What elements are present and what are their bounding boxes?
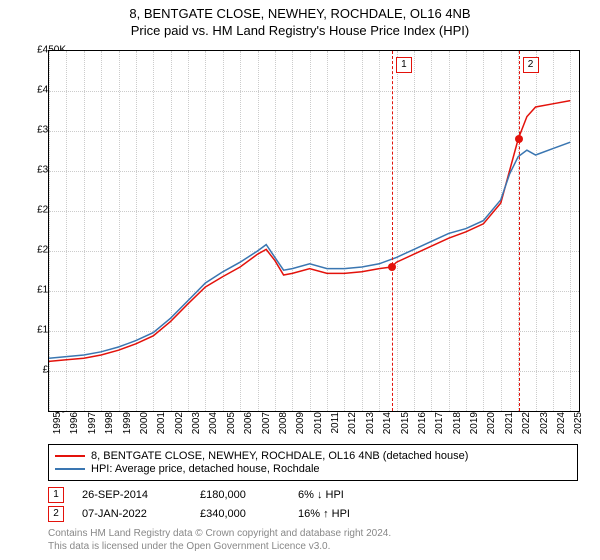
x-tick-label: 2011 bbox=[330, 412, 341, 442]
x-tick-label: 2023 bbox=[539, 412, 550, 442]
x-tick-label: 2016 bbox=[417, 412, 428, 442]
x-tick-label: 1995 bbox=[52, 412, 63, 442]
event-date: 26-SEP-2014 bbox=[82, 489, 182, 501]
legend-swatch bbox=[55, 455, 85, 457]
line-series bbox=[49, 51, 579, 411]
event-row: 1 26-SEP-2014 £180,000 6% ↓ HPI bbox=[48, 487, 578, 503]
legend-item: 8, BENTGATE CLOSE, NEWHEY, ROCHDALE, OL1… bbox=[55, 450, 571, 462]
x-tick-label: 2022 bbox=[521, 412, 532, 442]
x-tick-label: 2017 bbox=[434, 412, 445, 442]
legend-item: HPI: Average price, detached house, Roch… bbox=[55, 463, 571, 475]
chart-container: 8, BENTGATE CLOSE, NEWHEY, ROCHDALE, OL1… bbox=[0, 0, 600, 560]
x-tick-label: 2013 bbox=[365, 412, 376, 442]
x-tick-label: 1997 bbox=[87, 412, 98, 442]
event-price: £180,000 bbox=[200, 489, 280, 501]
x-tick-label: 2000 bbox=[139, 412, 150, 442]
event-price: £340,000 bbox=[200, 508, 280, 520]
event-marker: 2 bbox=[48, 506, 64, 522]
x-tick-label: 2005 bbox=[226, 412, 237, 442]
x-tick-label: 2004 bbox=[208, 412, 219, 442]
title-subtitle: Price paid vs. HM Land Registry's House … bbox=[0, 23, 600, 38]
legend-label: HPI: Average price, detached house, Roch… bbox=[91, 463, 320, 475]
x-tick-label: 2012 bbox=[347, 412, 358, 442]
legend: 8, BENTGATE CLOSE, NEWHEY, ROCHDALE, OL1… bbox=[48, 444, 578, 481]
footer-line2: This data is licensed under the Open Gov… bbox=[48, 540, 391, 553]
footer: Contains HM Land Registry data © Crown c… bbox=[48, 527, 391, 553]
events-table: 1 26-SEP-2014 £180,000 6% ↓ HPI 2 07-JAN… bbox=[48, 484, 578, 525]
x-tick-label: 1996 bbox=[69, 412, 80, 442]
x-tick-label: 1998 bbox=[104, 412, 115, 442]
event-point bbox=[388, 263, 396, 271]
x-tick-label: 2021 bbox=[504, 412, 515, 442]
event-pct: 16% ↑ HPI bbox=[298, 508, 408, 520]
legend-label: 8, BENTGATE CLOSE, NEWHEY, ROCHDALE, OL1… bbox=[91, 450, 468, 462]
footer-line1: Contains HM Land Registry data © Crown c… bbox=[48, 527, 391, 540]
x-tick-label: 2020 bbox=[486, 412, 497, 442]
event-date: 07-JAN-2022 bbox=[82, 508, 182, 520]
title-area: 8, BENTGATE CLOSE, NEWHEY, ROCHDALE, OL1… bbox=[0, 0, 600, 38]
x-tick-label: 2024 bbox=[556, 412, 567, 442]
x-tick-label: 2014 bbox=[382, 412, 393, 442]
x-tick-label: 2003 bbox=[191, 412, 202, 442]
x-tick-label: 2007 bbox=[261, 412, 272, 442]
plot-area: 12 bbox=[48, 50, 580, 412]
legend-swatch bbox=[55, 468, 85, 470]
x-tick-label: 1999 bbox=[122, 412, 133, 442]
x-tick-label: 2008 bbox=[278, 412, 289, 442]
x-tick-label: 2010 bbox=[313, 412, 324, 442]
x-tick-label: 2006 bbox=[243, 412, 254, 442]
event-marker-box: 1 bbox=[396, 57, 412, 73]
event-point bbox=[515, 135, 523, 143]
x-tick-label: 2015 bbox=[400, 412, 411, 442]
x-tick-label: 2009 bbox=[295, 412, 306, 442]
event-pct: 6% ↓ HPI bbox=[298, 489, 408, 501]
x-tick-label: 2025 bbox=[573, 412, 584, 442]
x-tick-label: 2002 bbox=[174, 412, 185, 442]
series-price_paid bbox=[49, 101, 570, 362]
event-row: 2 07-JAN-2022 £340,000 16% ↑ HPI bbox=[48, 506, 578, 522]
x-tick-label: 2019 bbox=[469, 412, 480, 442]
x-tick-label: 2001 bbox=[156, 412, 167, 442]
title-address: 8, BENTGATE CLOSE, NEWHEY, ROCHDALE, OL1… bbox=[0, 6, 600, 21]
event-marker-box: 2 bbox=[523, 57, 539, 73]
x-tick-label: 2018 bbox=[452, 412, 463, 442]
event-marker: 1 bbox=[48, 487, 64, 503]
series-hpi bbox=[49, 142, 570, 358]
